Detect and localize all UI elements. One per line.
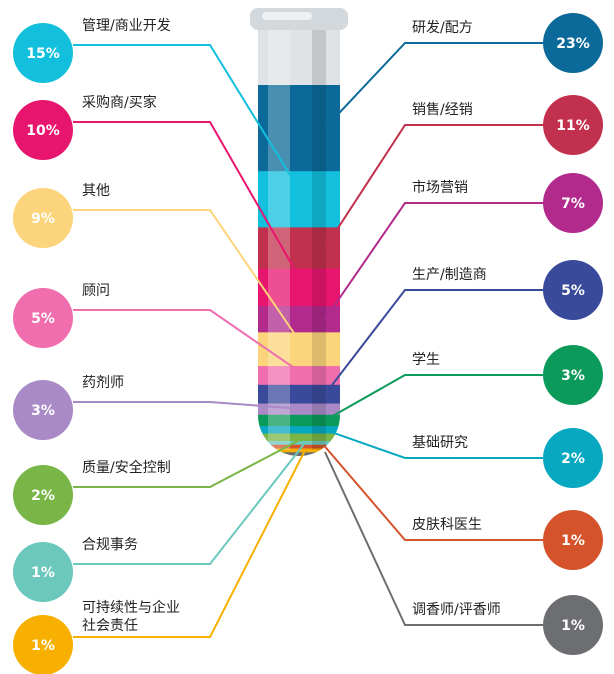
value-label: 1% xyxy=(31,638,55,654)
category-label: 市场营销 xyxy=(412,179,518,197)
category-label: 学生 xyxy=(412,351,518,369)
tube-segment xyxy=(250,385,350,404)
leader-line xyxy=(325,375,543,420)
value-label: 1% xyxy=(561,618,585,634)
leader-line xyxy=(325,203,543,319)
category-label: 顾问 xyxy=(82,282,188,300)
category-label: 销售/经销 xyxy=(412,101,518,119)
tube-segment xyxy=(250,452,350,456)
glass-highlight xyxy=(268,20,290,450)
tube-segment xyxy=(250,269,350,307)
value-label: 2% xyxy=(31,488,55,504)
leader-line xyxy=(325,290,543,394)
value-label: 15% xyxy=(26,46,60,62)
value-label: 23% xyxy=(556,36,590,52)
category-label: 质量/安全控制 xyxy=(82,459,188,477)
tube-segment xyxy=(250,332,350,366)
leader-line xyxy=(325,452,543,625)
value-label: 2% xyxy=(561,451,585,467)
value-label: 7% xyxy=(561,196,585,212)
value-label: 9% xyxy=(31,211,55,227)
glass-shade xyxy=(312,20,326,450)
cap-highlight xyxy=(262,12,312,20)
category-label: 合规事务 xyxy=(82,536,188,554)
tube-segment xyxy=(250,85,350,172)
value-label: 11% xyxy=(556,118,590,134)
category-label: 研发/配方 xyxy=(412,19,518,37)
category-label: 管理/商业开发 xyxy=(82,17,188,35)
category-label: 其他 xyxy=(82,182,188,200)
value-label: 5% xyxy=(561,283,585,299)
value-label: 1% xyxy=(31,565,55,581)
category-label: 调香师/评香师 xyxy=(412,601,518,619)
value-label: 3% xyxy=(561,368,585,384)
value-label: 5% xyxy=(31,311,55,327)
tube-segment xyxy=(250,441,350,445)
category-label: 皮肤科医生 xyxy=(412,516,518,534)
tube-segment xyxy=(250,306,350,333)
value-label: 3% xyxy=(31,403,55,419)
category-label: 生产/制造商 xyxy=(412,266,518,284)
category-label: 药剂师 xyxy=(82,374,188,392)
category-label: 可持续性与企业社会责任 xyxy=(82,599,188,635)
value-label: 1% xyxy=(561,533,585,549)
category-label: 采购商/买家 xyxy=(82,94,188,112)
value-label: 10% xyxy=(26,123,60,139)
tube-segment xyxy=(250,415,350,427)
infographic: 15% 10% 9% 5% 3% 2% 1% 1% 23% 11% 7% 5% 3% 2% 1% 1% 管理/… xyxy=(0,0,614,674)
category-label: 基础研究 xyxy=(412,434,518,452)
